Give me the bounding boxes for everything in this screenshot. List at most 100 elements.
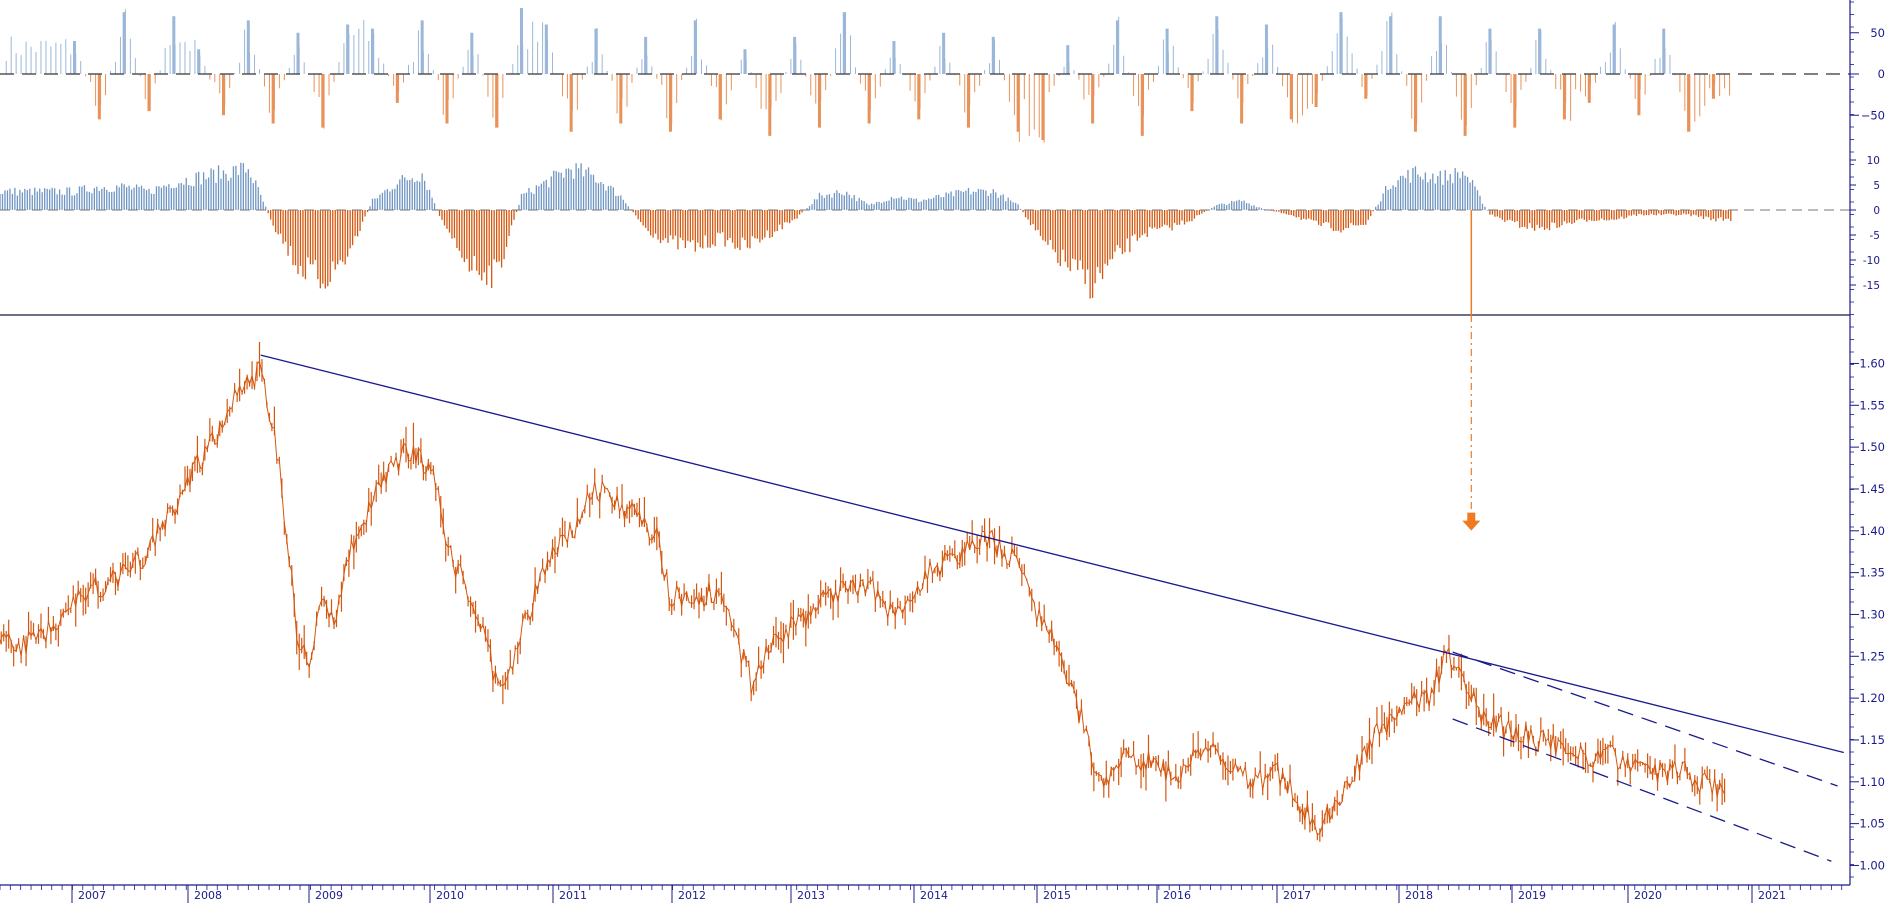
top-oscillator-bar	[1016, 74, 1020, 132]
top-y-tick-label: −50	[1861, 108, 1885, 122]
year-label: 2018	[1405, 889, 1433, 902]
top-oscillator-bar	[966, 74, 970, 128]
top-oscillator-bar	[1264, 24, 1268, 74]
top-oscillator-bar	[942, 32, 946, 74]
top-oscillator-bar	[668, 74, 672, 132]
middle-y-tick-label: -15	[1863, 280, 1880, 292]
price-y-tick-label: 1.00	[1859, 858, 1885, 872]
top-oscillator-bar	[1190, 74, 1194, 112]
price-y-tick-label: 1.10	[1859, 775, 1885, 789]
top-oscillator-bar	[817, 74, 821, 128]
middle-y-tick-label: 5	[1873, 180, 1880, 192]
year-label: 2013	[797, 889, 825, 902]
price-y-tick-label: 1.60	[1859, 356, 1885, 370]
top-oscillator-bar	[519, 8, 523, 74]
price-y-tick-label: 1.20	[1859, 691, 1885, 705]
top-oscillator-bar	[97, 74, 101, 120]
top-oscillator-bar	[644, 36, 648, 74]
top-oscillator-bar	[296, 32, 300, 74]
top-oscillator-bar	[743, 49, 747, 74]
top-oscillator-bar	[172, 16, 176, 74]
top-oscillator-bar	[1413, 74, 1417, 132]
top-oscillator-bar	[1662, 28, 1666, 74]
year-label: 2014	[920, 889, 948, 902]
price-y-tick-label: 1.40	[1859, 524, 1885, 538]
top-oscillator-bar	[1041, 74, 1045, 140]
top-oscillator-bar	[1463, 74, 1467, 136]
top-oscillator-bar	[395, 74, 399, 103]
channel-trendline	[1452, 651, 1838, 787]
signal-arrow-icon	[1462, 512, 1481, 531]
year-label: 2019	[1518, 889, 1546, 902]
price-y-tick-label: 1.05	[1859, 817, 1885, 831]
price-y-tick-label: 1.35	[1859, 566, 1885, 580]
channel-trendline	[1452, 718, 1832, 862]
top-oscillator-bar	[1513, 74, 1517, 128]
year-label: 2015	[1043, 889, 1071, 902]
top-oscillator-bar	[892, 41, 896, 74]
top-oscillator-bar	[122, 12, 126, 74]
top-oscillator-bar	[569, 74, 573, 132]
price-y-tick-label: 1.50	[1859, 440, 1885, 454]
middle-y-tick-label: 10	[1867, 155, 1880, 167]
top-oscillator-bar	[1240, 74, 1244, 124]
year-label: 2011	[559, 889, 587, 902]
top-oscillator-bar	[1165, 28, 1169, 74]
top-oscillator-bar	[1066, 45, 1070, 74]
top-oscillator-bar	[842, 12, 846, 74]
main-trendline	[260, 354, 1844, 754]
top-oscillator-bar	[917, 74, 921, 120]
top-oscillator-bar	[1091, 74, 1095, 124]
price-y-tick-label: 1.25	[1859, 649, 1885, 663]
year-label: 2009	[315, 889, 343, 902]
top-oscillator-bar	[221, 74, 225, 116]
top-oscillator-bar	[1612, 24, 1616, 74]
top-oscillator-bar	[495, 74, 499, 128]
price-line	[0, 359, 1726, 836]
top-oscillator-bar	[271, 74, 275, 124]
top-oscillator-bar	[197, 49, 201, 74]
top-oscillator-bar	[346, 24, 350, 74]
year-label: 2020	[1634, 889, 1662, 902]
middle-y-tick-label: 0	[1873, 205, 1880, 217]
middle-oscillator-panel	[0, 162, 1850, 316]
top-oscillator-bar	[1711, 74, 1715, 99]
top-oscillator-bar	[1314, 74, 1318, 107]
price-panel	[0, 210, 1844, 862]
top-oscillator-bar	[470, 32, 474, 74]
top-oscillator-bar	[793, 36, 797, 74]
top-oscillator-bar	[1687, 74, 1691, 132]
top-oscillator-bar	[147, 74, 151, 112]
top-oscillator-bar	[370, 28, 374, 74]
middle-y-tick-label: -5	[1870, 230, 1880, 242]
price-y-tick-label: 1.45	[1859, 482, 1885, 496]
top-oscillator-bar	[693, 20, 697, 74]
top-oscillator-bar	[420, 20, 424, 74]
middle-y-tick-label: -10	[1863, 255, 1880, 267]
top-oscillator-bar	[321, 74, 325, 128]
top-oscillator-bar	[718, 74, 722, 120]
price-y-tick-label: 1.15	[1859, 733, 1885, 747]
top-y-tick-label: 50	[1870, 26, 1885, 40]
top-oscillator-bar	[1364, 74, 1368, 99]
top-oscillator-bar	[445, 74, 449, 124]
top-oscillator-bar	[867, 74, 871, 124]
top-oscillator-bar	[594, 28, 598, 74]
price-y-tick-label: 1.55	[1859, 398, 1885, 412]
year-label: 2021	[1758, 889, 1786, 902]
top-oscillator-bar	[1140, 74, 1144, 136]
top-oscillator-bar	[768, 74, 772, 136]
top-oscillator-bar	[991, 36, 995, 74]
top-oscillator-bar	[1438, 16, 1442, 74]
top-oscillator-bar	[1115, 20, 1119, 74]
year-label: 2007	[78, 889, 106, 902]
year-label: 2017	[1283, 889, 1311, 902]
top-oscillator-bar	[1339, 12, 1343, 74]
top-oscillator-bar	[1389, 16, 1393, 74]
year-label: 2016	[1163, 889, 1191, 902]
top-oscillator-bar	[1289, 74, 1293, 120]
top-oscillator-bar	[1637, 74, 1641, 116]
top-y-tick-label: 0	[1878, 67, 1885, 81]
